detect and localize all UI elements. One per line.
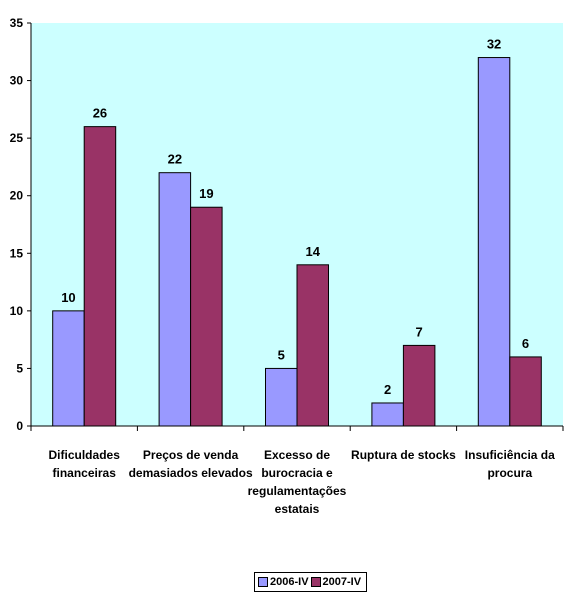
data-label: 26 (93, 106, 107, 121)
legend-label: 2006-IV (270, 576, 309, 588)
bar-2006-IV-3 (371, 402, 404, 427)
legend-swatch (310, 577, 321, 587)
bar-2007-IV-4 (509, 356, 542, 427)
y-axis: 0 5 10 15 20 25 30 35 (10, 16, 32, 433)
data-label: 5 (278, 347, 285, 362)
y-tick-label: 15 (10, 246, 24, 260)
legend-label: 2007-IV (322, 576, 362, 588)
bars (52, 57, 542, 427)
data-label: 2 (384, 382, 391, 397)
data-label: 10 (61, 290, 75, 305)
data-label: 22 (168, 152, 182, 167)
data-label: 19 (199, 186, 213, 201)
data-label: 14 (306, 244, 321, 259)
data-label: 6 (522, 336, 529, 351)
bar-2007-IV-2 (296, 264, 329, 427)
y-tick-label: 35 (10, 16, 24, 30)
y-tick-label: 10 (10, 304, 24, 318)
legend-item: 2007-IV (310, 576, 362, 588)
category-label: Excesso de burocracia e regulamentações est… (248, 448, 347, 516)
bar-2006-IV-4 (477, 57, 511, 427)
data-label: 32 (487, 37, 501, 52)
category-label: Ruptura de stocks (351, 448, 456, 462)
y-tick-label: 20 (10, 189, 24, 203)
legend-item: 2006-IV (258, 576, 309, 588)
y-tick-label: 0 (16, 419, 23, 433)
x-axis (30, 425, 564, 431)
bar-2006-IV-1 (158, 172, 192, 427)
category-label: Preços de venda demasiados elevados (129, 448, 253, 480)
legend: 2006-IV 2007-IV (254, 572, 368, 592)
category-label: Insuficiência da procura (465, 448, 555, 480)
category-label: Dificuldades financeiras (49, 448, 121, 480)
bar-2006-IV-2 (265, 367, 298, 427)
legend-swatch (258, 577, 268, 587)
data-label: 7 (416, 324, 423, 339)
bar-2007-IV-0 (83, 126, 117, 427)
y-tick-label: 5 (16, 361, 23, 375)
y-tick-label: 25 (10, 131, 24, 145)
bar-2006-IV-0 (52, 310, 85, 427)
bar-2007-IV-3 (402, 344, 436, 427)
data-labels: 10 22 5 2 32 26 19 14 7 6 (61, 37, 529, 397)
bar-2007-IV-1 (190, 206, 223, 427)
y-tick-label: 30 (10, 74, 24, 88)
